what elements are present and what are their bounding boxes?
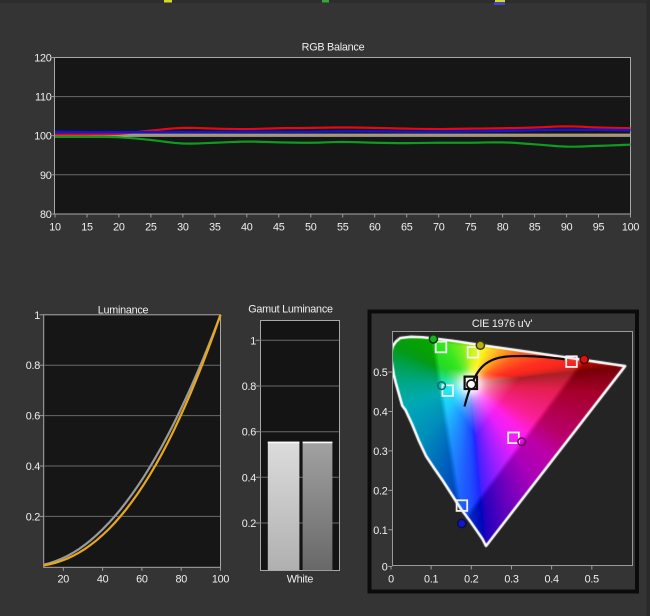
svg-text:0.6: 0.6 bbox=[26, 411, 41, 423]
svg-text:80: 80 bbox=[497, 222, 509, 234]
svg-text:White: White bbox=[287, 574, 314, 586]
svg-text:60: 60 bbox=[136, 574, 148, 586]
svg-text:0.4: 0.4 bbox=[26, 461, 41, 473]
svg-text:65: 65 bbox=[401, 222, 413, 234]
svg-text:0.3: 0.3 bbox=[504, 574, 519, 586]
svg-text:0.5: 0.5 bbox=[585, 574, 600, 586]
svg-text:75: 75 bbox=[465, 222, 477, 234]
svg-text:RGB Balance: RGB Balance bbox=[302, 42, 365, 54]
svg-text:45: 45 bbox=[273, 222, 285, 234]
svg-text:0.1: 0.1 bbox=[373, 525, 388, 537]
svg-text:60: 60 bbox=[369, 222, 381, 234]
svg-text:85: 85 bbox=[529, 222, 541, 234]
svg-text:25: 25 bbox=[145, 222, 157, 234]
svg-text:0: 0 bbox=[382, 562, 388, 574]
svg-text:100: 100 bbox=[34, 131, 52, 143]
svg-text:35: 35 bbox=[209, 222, 221, 234]
svg-text:120: 120 bbox=[34, 53, 52, 65]
svg-text:95: 95 bbox=[593, 222, 605, 234]
svg-text:1: 1 bbox=[250, 335, 256, 347]
svg-text:90: 90 bbox=[40, 170, 52, 182]
svg-text:0.4: 0.4 bbox=[544, 574, 559, 586]
svg-text:90: 90 bbox=[561, 222, 573, 234]
svg-text:40: 40 bbox=[241, 222, 253, 234]
svg-text:1: 1 bbox=[34, 310, 40, 322]
svg-text:0.4: 0.4 bbox=[242, 472, 257, 484]
svg-text:0.6: 0.6 bbox=[242, 427, 257, 439]
svg-text:110: 110 bbox=[35, 92, 52, 104]
svg-text:Gamut Luminance: Gamut Luminance bbox=[248, 304, 333, 316]
svg-text:10: 10 bbox=[49, 222, 61, 234]
svg-text:0.2: 0.2 bbox=[373, 485, 388, 497]
svg-text:30: 30 bbox=[177, 222, 189, 234]
svg-text:0.4: 0.4 bbox=[373, 407, 388, 419]
svg-text:0.2: 0.2 bbox=[26, 511, 41, 523]
svg-text:55: 55 bbox=[337, 222, 349, 234]
svg-text:40: 40 bbox=[97, 574, 109, 586]
svg-text:CIE 1976 u'v': CIE 1976 u'v' bbox=[472, 318, 532, 330]
svg-text:0.1: 0.1 bbox=[424, 574, 439, 586]
svg-text:20: 20 bbox=[113, 222, 125, 234]
svg-text:100: 100 bbox=[622, 222, 640, 234]
svg-text:80: 80 bbox=[175, 574, 187, 586]
svg-text:20: 20 bbox=[58, 574, 70, 586]
svg-text:0.2: 0.2 bbox=[464, 574, 479, 586]
svg-text:0.8: 0.8 bbox=[242, 381, 257, 393]
svg-text:80: 80 bbox=[40, 209, 52, 221]
svg-text:15: 15 bbox=[81, 222, 93, 234]
svg-text:0.2: 0.2 bbox=[242, 518, 257, 530]
svg-text:0: 0 bbox=[388, 574, 394, 586]
svg-text:70: 70 bbox=[433, 222, 445, 234]
svg-text:0.8: 0.8 bbox=[26, 360, 41, 372]
svg-text:0.3: 0.3 bbox=[373, 446, 388, 458]
svg-text:0.5: 0.5 bbox=[373, 367, 388, 379]
svg-text:50: 50 bbox=[305, 222, 317, 234]
svg-text:Luminance: Luminance bbox=[98, 305, 149, 317]
svg-text:100: 100 bbox=[212, 574, 230, 586]
